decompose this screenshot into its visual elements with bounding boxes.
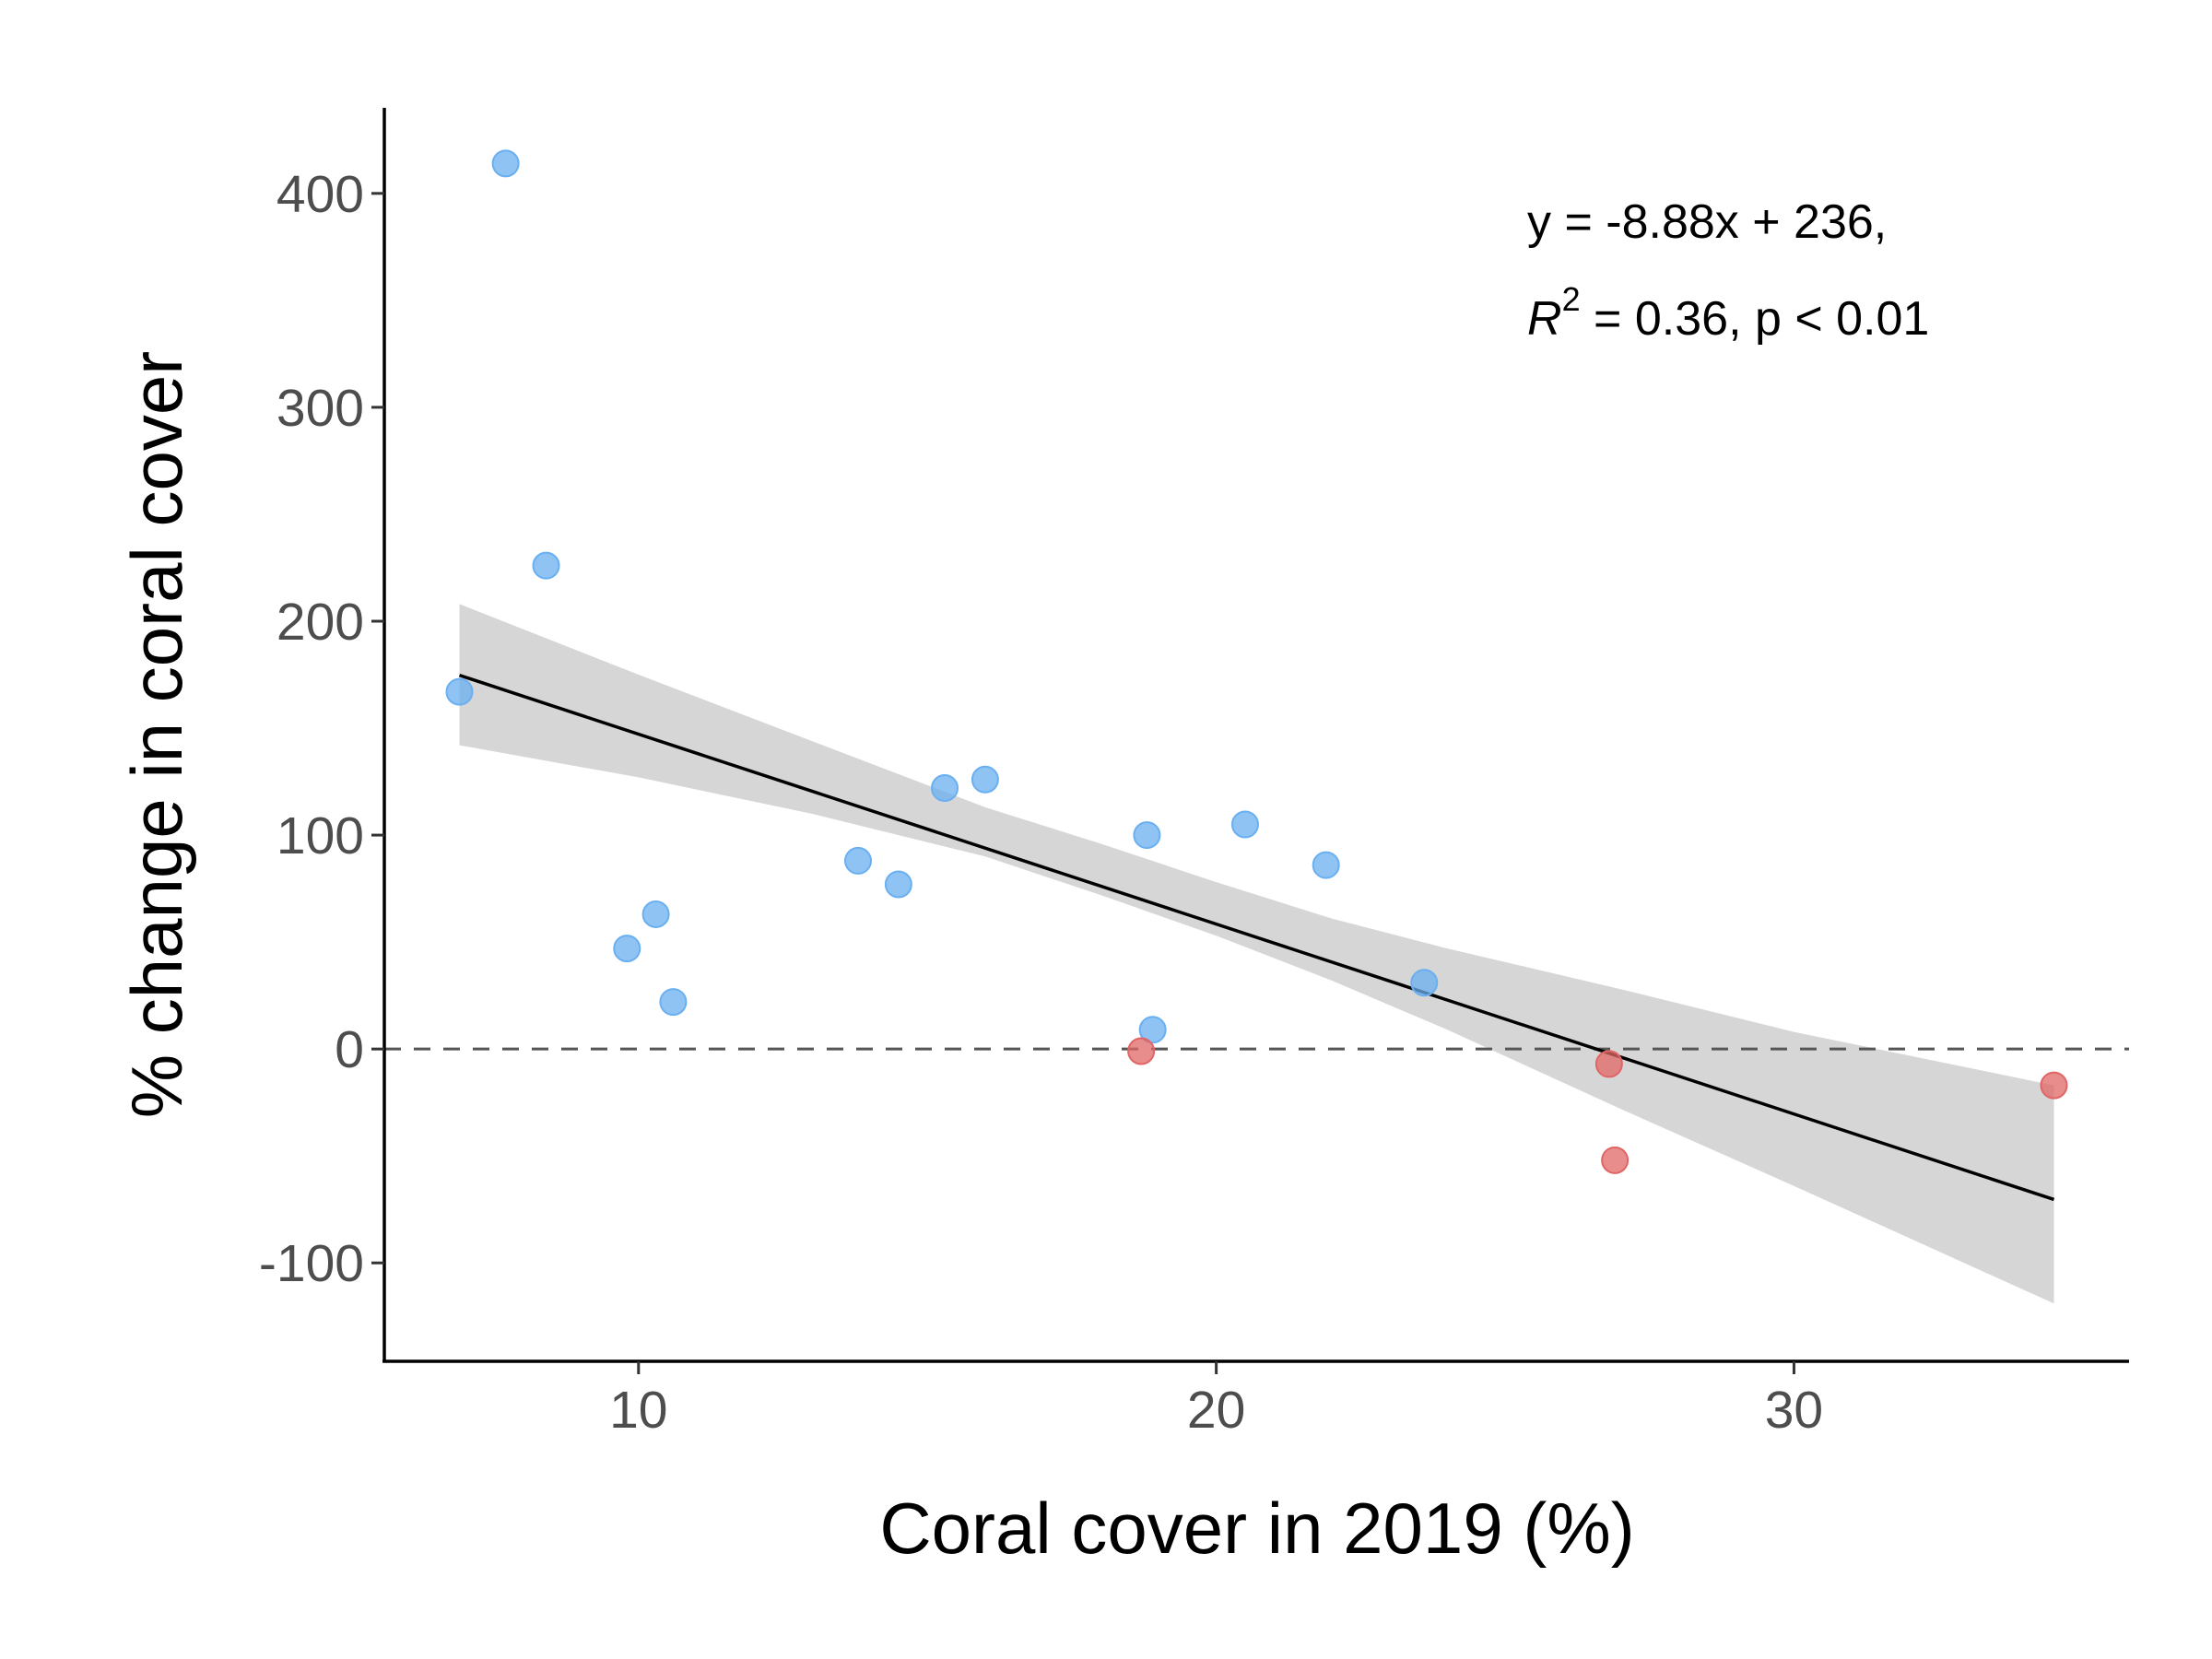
r-symbol: R — [1527, 292, 1562, 346]
data-point-s0-13 — [1312, 851, 1340, 879]
data-point-s0-8 — [931, 774, 959, 803]
x-tick-label-1: 20 — [1187, 1381, 1245, 1440]
ticks-layer: 10 20 30 -100 0 100 200 300 400 — [259, 165, 1823, 1440]
r-squared-value: = 0.36, p < 0.01 — [1581, 292, 1930, 346]
data-point-s0-12 — [1230, 810, 1259, 839]
y-tick-label-5: 400 — [276, 165, 364, 224]
y-tick-label-3: 200 — [276, 593, 364, 652]
data-point-s0-1 — [532, 551, 560, 580]
axes-layer — [382, 108, 2129, 1363]
data-point-s0-14 — [1410, 969, 1439, 997]
r-superscript: 2 — [1562, 280, 1581, 318]
data-point-s0-5 — [659, 988, 688, 1017]
regression-line — [458, 673, 2055, 1202]
confidence-band-layer — [459, 604, 2054, 1304]
data-point-s0-0 — [491, 149, 520, 178]
y-axis-title: % change in coral cover — [116, 351, 197, 1118]
y-tick-label-2: 100 — [276, 806, 364, 865]
data-point-s0-6 — [843, 846, 872, 875]
x-tick-label-0: 10 — [609, 1381, 667, 1440]
data-point-s0-3 — [613, 935, 641, 963]
y-tick-label-4: 300 — [276, 379, 364, 438]
x-axis-title: Coral cover in 2019 (%) — [879, 1488, 1634, 1569]
confidence-band — [459, 604, 2054, 1304]
data-point-s1-0 — [1127, 1037, 1156, 1065]
data-point-s0-2 — [445, 677, 474, 706]
data-point-s0-9 — [971, 765, 999, 794]
data-point-s0-4 — [641, 900, 670, 928]
data-point-s1-3 — [2040, 1071, 2068, 1100]
data-points-layer — [445, 149, 2068, 1174]
y-tick-label-1: 0 — [335, 1020, 364, 1079]
regression-line-layer — [458, 673, 2055, 1202]
data-point-s1-2 — [1601, 1146, 1630, 1174]
data-point-s0-11 — [1138, 1016, 1167, 1044]
data-point-s0-10 — [1133, 821, 1161, 850]
equation-annotation: y = -8.88x + 236, — [1527, 195, 1887, 249]
r-squared-annotation: R2 = 0.36, p < 0.01 — [1527, 280, 1929, 346]
data-point-s1-1 — [1594, 1050, 1623, 1078]
x-tick-label-2: 30 — [1765, 1381, 1823, 1440]
data-point-s0-7 — [884, 870, 912, 899]
y-tick-label-0: -100 — [259, 1234, 364, 1293]
